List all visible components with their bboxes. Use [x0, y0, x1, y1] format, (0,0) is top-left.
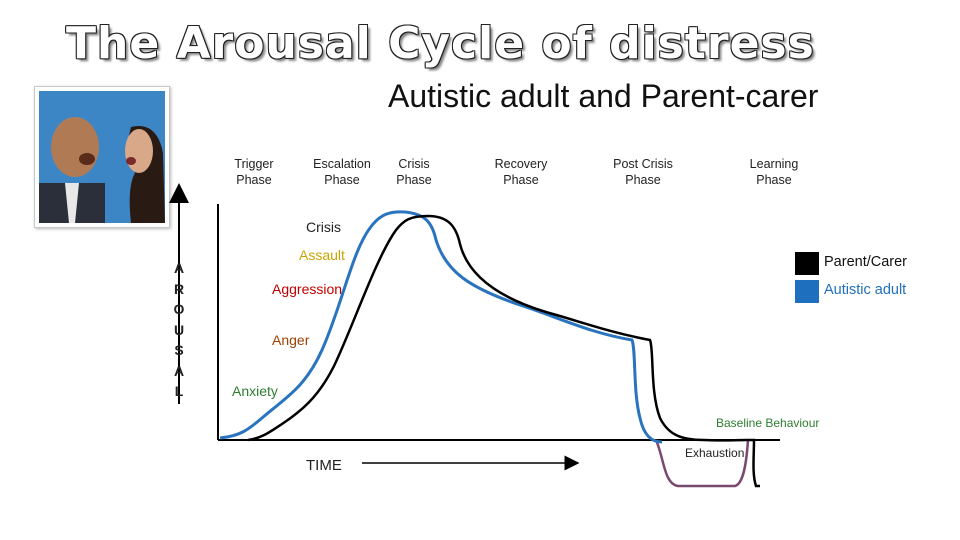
legend-swatch-adult: [795, 280, 819, 303]
phase-recovery: Recovery Phase: [476, 156, 566, 188]
parent-carer-curve: [247, 214, 760, 488]
phase-label-line1: Post Crisis: [613, 157, 673, 171]
page-title: The Arousal Cycle of distress: [66, 18, 815, 69]
phase-crisis: Crisis Phase: [369, 156, 459, 188]
axis-letter: A: [173, 260, 185, 276]
level-anger: Anger: [272, 332, 310, 348]
phase-label-line2: Phase: [503, 173, 539, 187]
level-anxiety: Anxiety: [232, 383, 278, 399]
subtitle: Autistic adult and Parent-carer: [388, 78, 819, 114]
phase-label-line2: Phase: [324, 173, 360, 187]
phase-label-line2: Phase: [756, 173, 792, 187]
phase-learning: Learning Phase: [729, 156, 819, 188]
legend-swatch-parent: [795, 252, 819, 275]
level-crisis: Crisis: [306, 219, 341, 235]
level-aggression: Aggression: [272, 281, 343, 297]
level-exhaustion: Exhaustion: [685, 446, 745, 460]
axis-letter: A: [173, 362, 185, 379]
phase-label-line1: Learning: [749, 157, 799, 171]
axis-letter: S: [174, 342, 184, 358]
phase-escalation: Escalation Phase: [297, 156, 387, 188]
phase-label-line1: Trigger: [234, 157, 274, 171]
legend-label-adult: Autistic adult: [824, 282, 907, 298]
level-assault: Assault: [299, 247, 345, 263]
time-label: TIME: [306, 457, 342, 474]
arguing-couple-photo: [34, 86, 170, 228]
phase-label-line2: Phase: [625, 173, 661, 187]
arguing-couple-photo-icon: [39, 91, 165, 223]
axis-letter: U: [173, 321, 185, 338]
phase-label-line2: Phase: [396, 173, 432, 187]
exhaustion-curve: [654, 439, 750, 488]
axis-letter: O: [173, 301, 185, 317]
phase-label-line1: Recovery: [494, 157, 548, 171]
phase-label-line1: Escalation: [313, 157, 371, 171]
legend-label-parent: Parent/Carer: [824, 254, 908, 270]
level-baseline: Baseline Behaviour: [716, 416, 820, 430]
axis-letter: L: [174, 383, 184, 399]
phase-trigger: Trigger Phase: [209, 156, 299, 188]
arousal-axis-letters: A R O U S A L: [168, 258, 190, 402]
phase-label-line1: Crisis: [398, 157, 430, 171]
phase-label-line2: Phase: [236, 173, 272, 187]
autistic-adult-curve: [219, 210, 663, 444]
phase-post-crisis: Post Crisis Phase: [598, 156, 688, 188]
axis-letter: R: [173, 280, 185, 297]
